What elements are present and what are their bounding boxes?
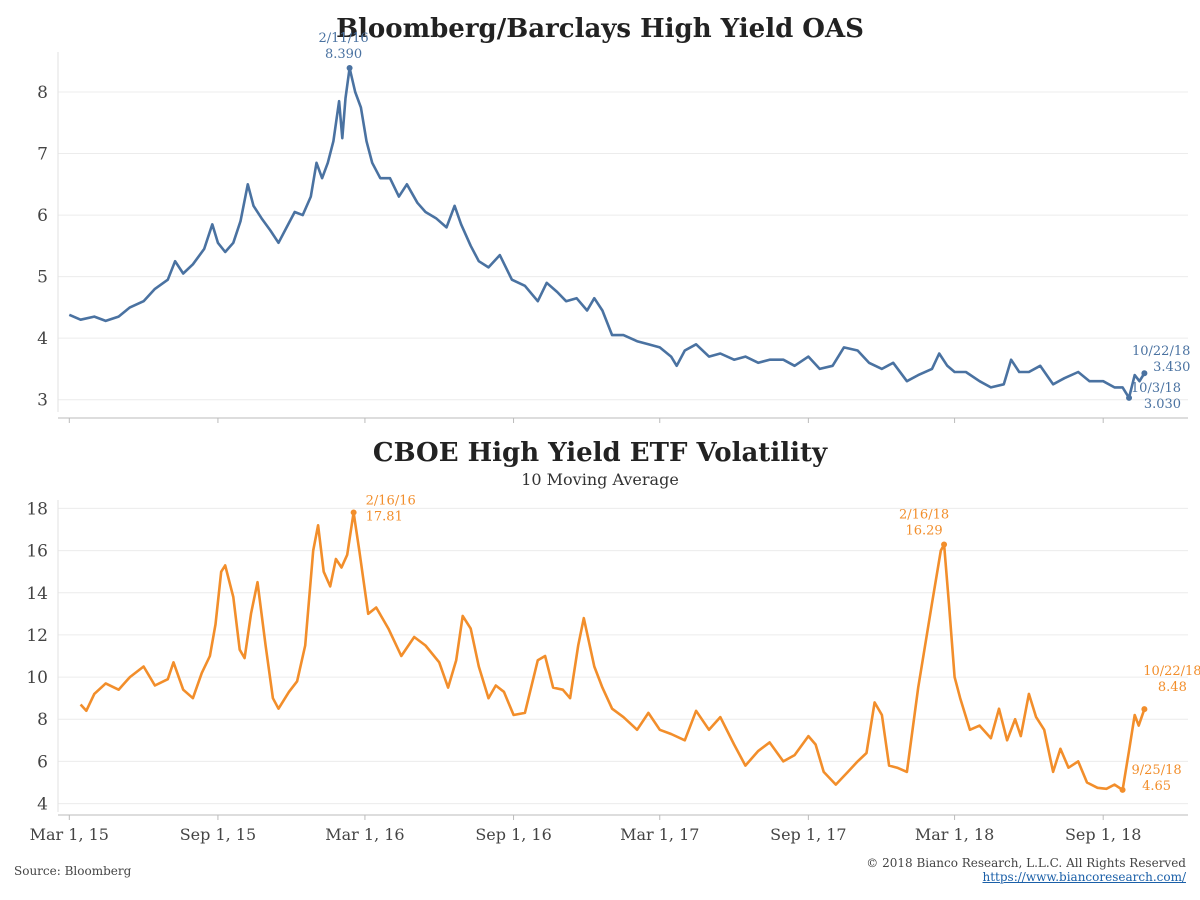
annotation-value: 4.65 bbox=[1142, 779, 1171, 794]
y-tick-label: 4 bbox=[37, 329, 48, 349]
annotation-value: 3.030 bbox=[1144, 397, 1181, 412]
oas-line-chart: 3 4 5 6 7 8 2/11/168.390 10/22/183.430 10/3/183.… bbox=[37, 31, 1190, 423]
y-tick-label: 18 bbox=[26, 499, 48, 519]
y-tick-label: 7 bbox=[37, 145, 48, 165]
y-tick-label: 10 bbox=[26, 668, 48, 688]
annotation-date: 10/22/18 bbox=[1143, 664, 1200, 679]
annotation-marker bbox=[941, 541, 948, 548]
annotation-date: 9/25/18 bbox=[1132, 763, 1182, 778]
annotation-value: 8.390 bbox=[325, 47, 362, 62]
source-note: Source: Bloomberg bbox=[14, 864, 132, 878]
copyright-text: © 2018 Bianco Research, L.L.C. All Right… bbox=[866, 856, 1186, 870]
y-tick-label: 6 bbox=[37, 206, 48, 226]
annotation-value: 3.430 bbox=[1153, 360, 1190, 375]
annotation-date: 10/3/18 bbox=[1131, 381, 1181, 396]
website-link[interactable]: https://www.biancoresearch.com/ bbox=[982, 870, 1186, 884]
y-tick-label: 3 bbox=[37, 391, 48, 411]
annotation-marker bbox=[1126, 394, 1133, 401]
x-tick-label: Mar 1, 15 bbox=[30, 825, 109, 844]
annotation-date: 2/16/18 bbox=[899, 507, 949, 522]
series-line bbox=[68, 66, 1146, 400]
x-tick-label: Sep 1, 15 bbox=[180, 825, 256, 844]
annotation-marker bbox=[1141, 370, 1148, 377]
annotation-marker bbox=[346, 65, 353, 71]
annotation-date: 2/11/16 bbox=[319, 31, 369, 46]
chart-subtitle-volatility: 10 Moving Average bbox=[521, 470, 679, 489]
y-tick-label: 14 bbox=[26, 584, 48, 604]
annotation-date: 10/22/18 bbox=[1132, 344, 1190, 359]
annotation-value: 17.81 bbox=[366, 509, 403, 524]
series-line bbox=[79, 511, 1146, 792]
annotation-marker bbox=[1119, 786, 1126, 793]
y-tick-label: 5 bbox=[37, 268, 48, 288]
x-tick-label: Mar 1, 16 bbox=[325, 825, 404, 844]
x-tick-label: Mar 1, 18 bbox=[915, 825, 994, 844]
annotation-marker bbox=[350, 509, 357, 516]
y-tick-label: 8 bbox=[37, 710, 48, 730]
x-tick-label: Sep 1, 18 bbox=[1065, 825, 1141, 844]
y-tick-label: 8 bbox=[37, 83, 48, 103]
annotation-date: 2/16/16 bbox=[366, 493, 416, 508]
x-tick-label: Sep 1, 17 bbox=[770, 825, 846, 844]
annotation-value: 16.29 bbox=[905, 523, 942, 538]
y-tick-label: 4 bbox=[37, 795, 48, 815]
copyright-note: © 2018 Bianco Research, L.L.C. All Right… bbox=[866, 856, 1186, 884]
chart-title-volatility: CBOE High Yield ETF Volatility bbox=[372, 438, 828, 468]
annotation-value: 8.48 bbox=[1158, 680, 1187, 695]
x-tick-label: Sep 1, 16 bbox=[475, 825, 551, 844]
chart-title-oas: Bloomberg/Barclays High Yield OAS bbox=[336, 14, 864, 44]
x-tick-label: Mar 1, 17 bbox=[620, 825, 699, 844]
y-tick-label: 16 bbox=[26, 542, 48, 562]
y-tick-label: 12 bbox=[26, 626, 48, 646]
y-tick-label: 6 bbox=[37, 752, 48, 772]
annotation-marker bbox=[1141, 706, 1148, 713]
